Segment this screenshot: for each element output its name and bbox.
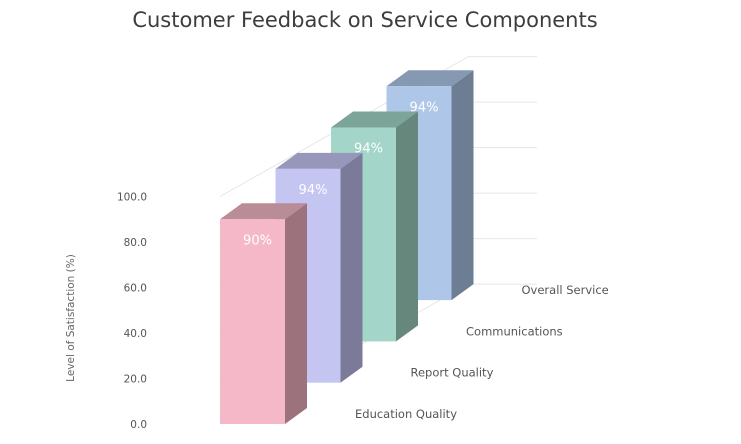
y-tick-label: 100.0	[117, 192, 147, 204]
data-label: 94%	[354, 142, 383, 157]
category-label: Overall Service	[522, 283, 609, 297]
chart-title: Customer Feedback on Service Components	[132, 8, 597, 32]
category-label: Education Quality	[355, 407, 457, 421]
bar-top	[275, 152, 363, 169]
data-label: 94%	[299, 183, 328, 198]
y-tick-label: 40.0	[124, 328, 147, 340]
gridline	[219, 56, 537, 197]
bars: 94% 94% 94% 90%	[220, 70, 474, 424]
y-tick-label: 60.0	[124, 283, 147, 295]
y-tick-label: 0.0	[130, 419, 147, 431]
category-label: Report Quality	[411, 366, 494, 380]
bar-top	[386, 70, 474, 87]
bar: 90%	[220, 203, 307, 424]
bar-top	[220, 203, 307, 220]
category-labels: Overall Service Communications Report Qual…	[355, 283, 609, 421]
y-tick-label: 80.0	[124, 237, 147, 249]
bar-side	[451, 70, 474, 301]
bar-side	[285, 203, 307, 424]
y-tick-label: 20.0	[124, 374, 147, 386]
bar-front	[220, 219, 285, 424]
data-label: 90%	[243, 233, 272, 248]
category-label: Communications	[466, 324, 563, 338]
bar-top	[331, 111, 418, 128]
bar-side	[396, 111, 418, 342]
y-axis-label: Level of Satisfaction (%)	[65, 254, 77, 382]
data-label: 94%	[410, 100, 439, 115]
y-axis-ticks: 0.0 20.0 40.0 60.0 80.0 100.0	[117, 192, 147, 432]
bar-side	[340, 152, 363, 383]
